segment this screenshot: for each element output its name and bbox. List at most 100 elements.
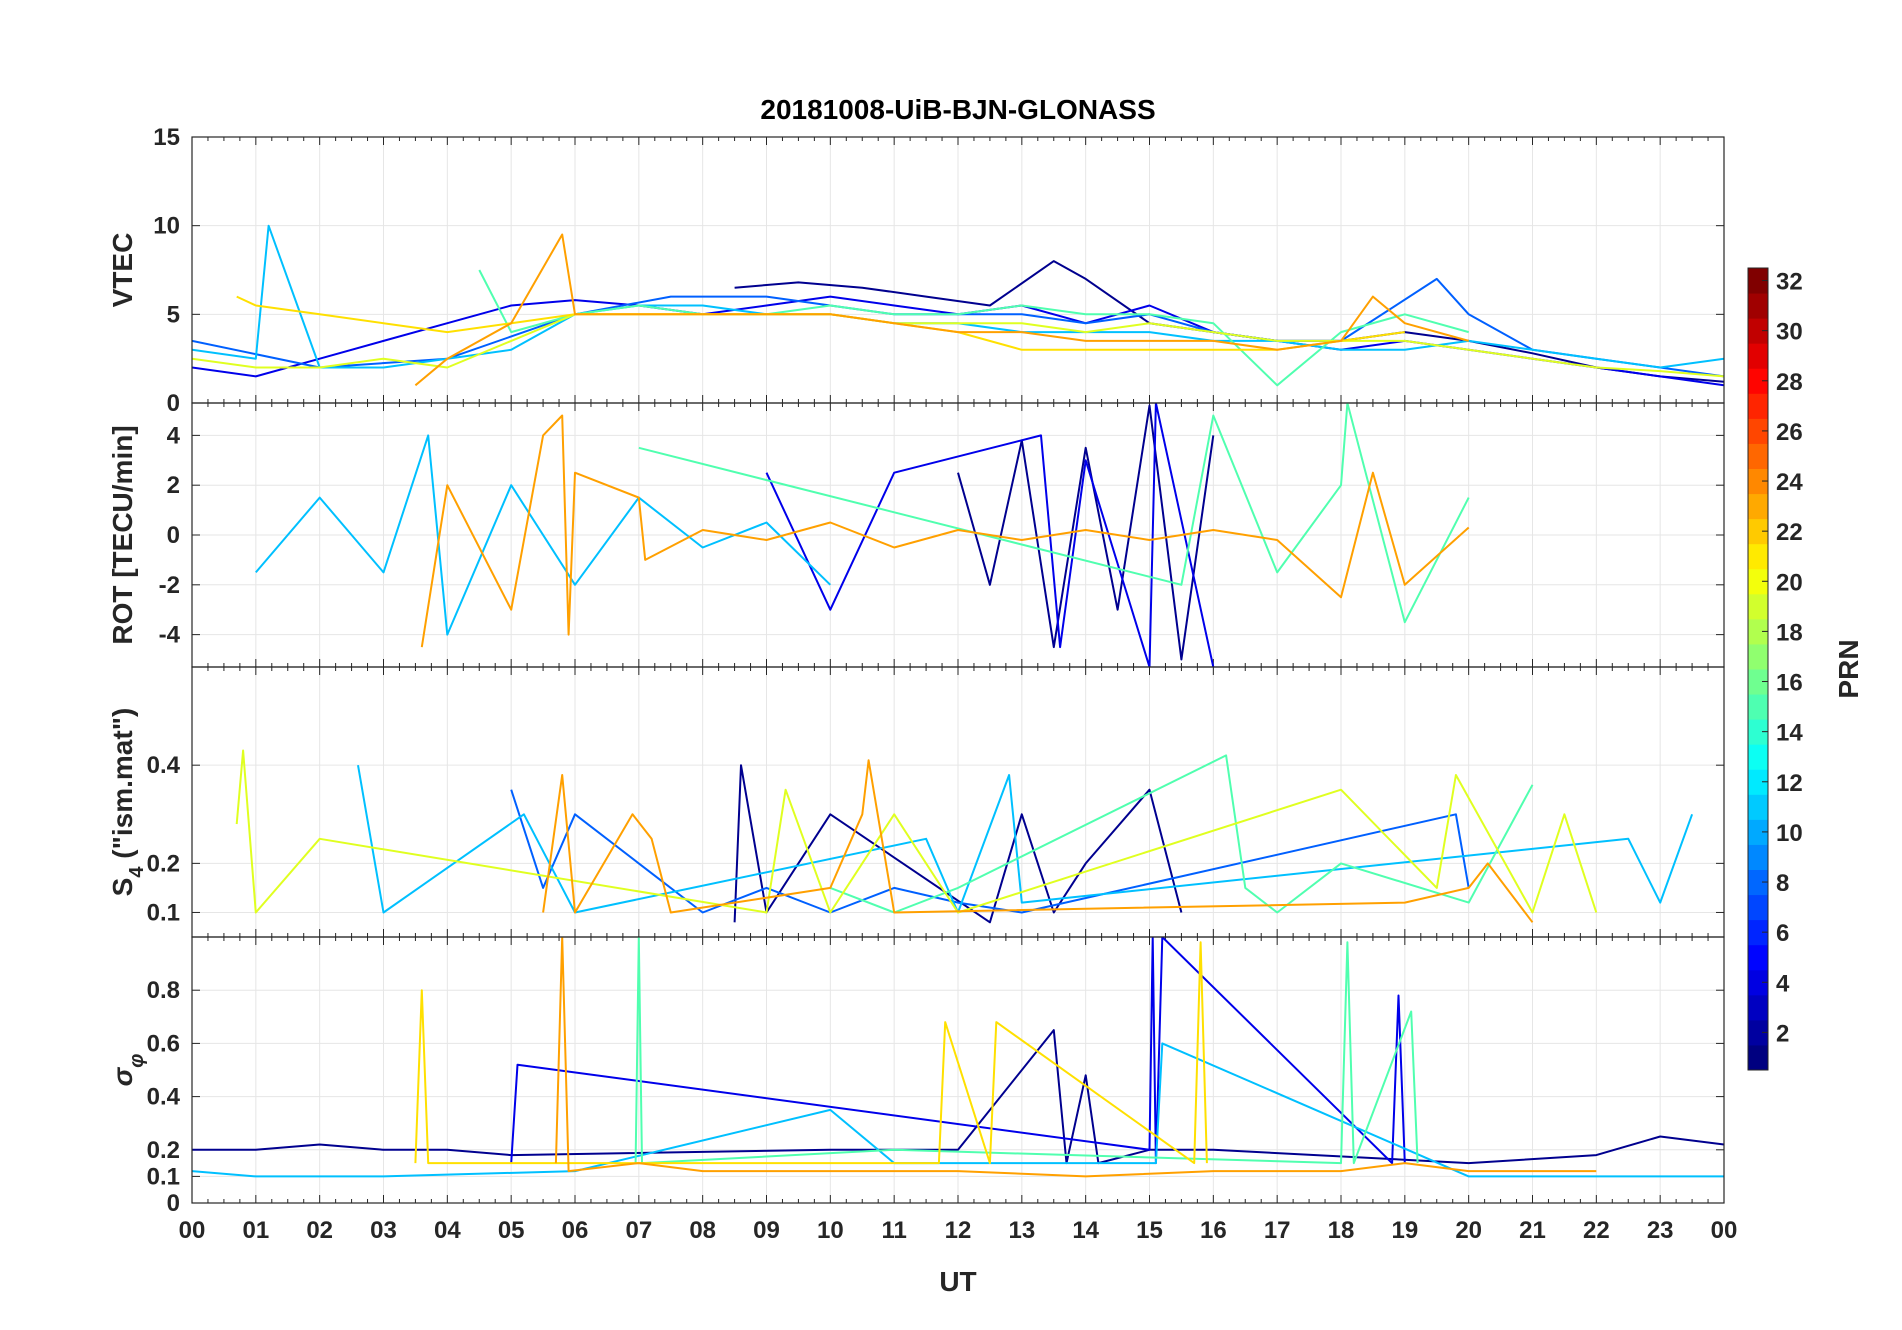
y-axis-label: VTEC	[107, 233, 138, 308]
x-tick-label: 12	[945, 1217, 972, 1244]
y-axis-label: σφ	[107, 1054, 148, 1087]
series-line-prn-7	[510, 789, 1470, 914]
y-tick-label: 0.6	[147, 1030, 180, 1057]
x-tick-label: 14	[1072, 1217, 1099, 1244]
colorbar-tick-label: 12	[1776, 770, 1803, 797]
x-tick-label: 07	[625, 1217, 652, 1244]
colorbar-tick-label: 30	[1776, 319, 1803, 346]
panel-frame	[191, 936, 1725, 1204]
y-tick-label: 0.1	[147, 899, 180, 926]
y-tick-label: -2	[159, 572, 180, 599]
y-tick-label: 10	[153, 213, 180, 240]
colorbar-tick-label: 14	[1776, 720, 1803, 747]
series-line-prn-15	[638, 403, 1470, 624]
series-line-prn-23	[554, 937, 1597, 1178]
colorbar-segment	[1748, 643, 1768, 670]
colorbar-segment	[1748, 343, 1768, 369]
x-tick-label: 06	[562, 1217, 589, 1244]
series-group	[192, 224, 1724, 387]
colorbar-segment	[1748, 844, 1768, 870]
colorbar-segment	[1748, 593, 1768, 620]
panel-rot: -4 -2 0 2 4 ROT [TECU/min]	[107, 402, 1725, 668]
x-tick-label: 18	[1328, 1217, 1355, 1244]
x-tick-label: 02	[306, 1217, 333, 1244]
y-tick-label: 0	[167, 522, 180, 549]
colorbar-tick-label: 22	[1776, 519, 1803, 546]
series-line-prn-1	[192, 1029, 1724, 1165]
colorbar-segment	[1748, 1044, 1768, 1071]
colorbar-label: PRN	[1833, 639, 1864, 698]
colorbar-segment	[1748, 543, 1768, 570]
colorbar-segment	[1748, 268, 1768, 294]
series-line-prn-15	[829, 754, 1534, 914]
x-tick-label: 01	[242, 1217, 269, 1244]
colorbar-segment	[1748, 769, 1768, 795]
x-axis-label: UT	[939, 1266, 976, 1297]
colorbar-segment	[1748, 443, 1768, 469]
colorbar-segment	[1748, 293, 1768, 319]
x-tick-label: 21	[1519, 1217, 1546, 1244]
series-group	[255, 403, 1470, 667]
series-line-prn-7	[192, 277, 1724, 378]
x-tick-label: 15	[1136, 1217, 1163, 1244]
series-group	[192, 937, 1724, 1178]
series-line-prn-23	[420, 414, 1470, 648]
x-tick-label: 17	[1264, 1217, 1291, 1244]
colorbar-frame	[1747, 267, 1769, 1071]
series-group	[235, 749, 1694, 924]
y-tick-label: 0	[167, 1190, 180, 1217]
colorbar-tick-label: 4	[1776, 970, 1790, 997]
y-tick-label: 0.4	[147, 1084, 181, 1111]
x-tick-label: 05	[498, 1217, 525, 1244]
colorbar-segment	[1748, 919, 1768, 946]
x-tick-label: 00	[1711, 1217, 1738, 1244]
colorbar-segment	[1748, 418, 1768, 444]
colorbar-segment	[1748, 618, 1768, 645]
colorbar-segment	[1748, 368, 1768, 394]
colorbar-segment	[1748, 468, 1768, 495]
colorbar-segment	[1748, 819, 1768, 845]
colorbar-segment	[1748, 669, 1768, 695]
colorbar-tick-label: 10	[1776, 820, 1803, 847]
x-tick-label: 00	[179, 1217, 206, 1244]
x-tick-label: 23	[1647, 1217, 1674, 1244]
y-axis-label: ROT [TECU/min]	[107, 425, 138, 644]
series-line-prn-15	[634, 937, 1419, 1165]
series-line-prn-23	[414, 233, 1469, 387]
x-tick-label: 19	[1391, 1217, 1418, 1244]
colorbar-segment	[1748, 794, 1768, 820]
colorbar-segment	[1748, 744, 1768, 770]
series-line-prn-23	[542, 759, 1534, 923]
series-line-prn-19	[192, 313, 1724, 378]
series-line-prn-19	[235, 749, 1598, 914]
x-tick-label: 03	[370, 1217, 397, 1244]
colorbar-segment	[1748, 969, 1768, 996]
x-tick-label: 20	[1455, 1217, 1482, 1244]
colorbar-segment	[1748, 894, 1768, 921]
x-tick-label: 10	[817, 1217, 844, 1244]
y-tick-label: 5	[167, 301, 180, 328]
x-tick-label: 11	[881, 1217, 906, 1244]
y-tick-label: 4	[167, 422, 181, 449]
y-tick-label: 0.8	[147, 977, 180, 1004]
colorbar-tick-label: 8	[1776, 870, 1789, 897]
y-tick-label: 0.1	[147, 1163, 180, 1190]
colorbar-segment	[1748, 719, 1768, 745]
series-line-prn-15	[478, 269, 1469, 387]
colorbar-segment	[1748, 518, 1768, 545]
y-tick-label: 0	[167, 390, 180, 417]
colorbar-tick-label: 6	[1776, 920, 1789, 947]
y-tick-label: 2	[167, 472, 180, 499]
colorbar-segment	[1748, 568, 1768, 595]
y-tick-label: 0.2	[147, 1137, 180, 1164]
colorbar-segment	[1748, 393, 1768, 419]
colorbar-tick-label: 26	[1776, 419, 1803, 446]
chart-title: 20181008-UiB-BJN-GLONASS	[760, 94, 1155, 125]
colorbar-segment	[1748, 1019, 1768, 1046]
y-axis-label: S4 ("ism.mat")	[107, 708, 148, 897]
colorbar-segment	[1748, 944, 1768, 971]
